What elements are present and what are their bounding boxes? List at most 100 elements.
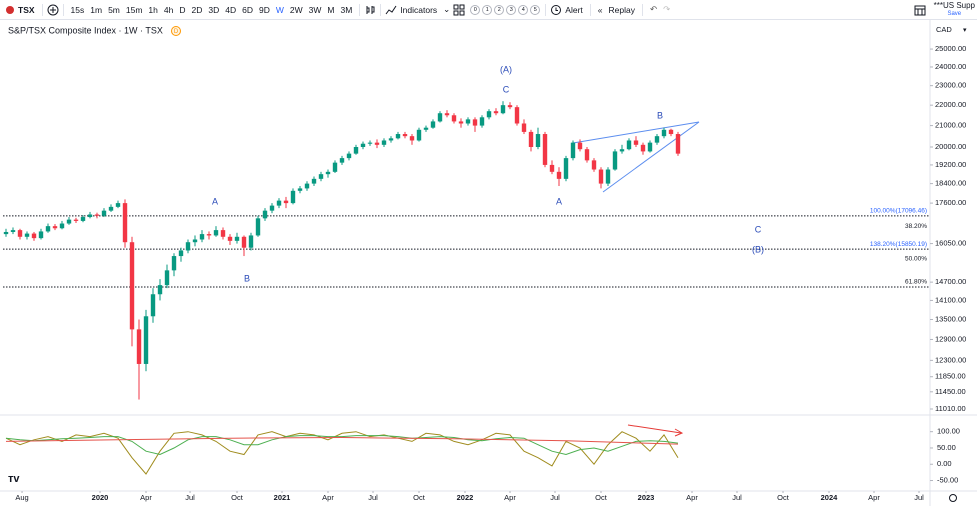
candle-body (122, 203, 128, 243)
y-tick-label: 23000.00 (935, 81, 966, 90)
account-name[interactable]: ***US Supp (933, 0, 975, 10)
candle-body (227, 236, 233, 241)
interval-button[interactable]: 2D (191, 4, 203, 15)
candle-body (479, 117, 485, 126)
layout-button[interactable]: 0 (470, 4, 481, 15)
candle-body (59, 223, 65, 229)
candle-body (591, 160, 597, 170)
y-tick-label: 16050.00 (935, 239, 966, 248)
interval-button[interactable]: M (327, 4, 335, 15)
interval-button[interactable]: W (275, 4, 284, 15)
interval-button[interactable]: 9D (259, 4, 270, 15)
interval-button[interactable]: 3D (208, 4, 220, 15)
y-tick-label: 22000.00 (935, 100, 966, 109)
calendar[interactable] (914, 4, 926, 16)
dropdown-caret[interactable]: ⌄ (443, 4, 451, 14)
y-tick-label: 12900.00 (935, 334, 966, 343)
layout-button[interactable]: 4 (518, 4, 529, 15)
interval-button[interactable]: 15s (70, 4, 85, 15)
candle-body (409, 136, 415, 141)
currency-caret[interactable]: ▾ (963, 27, 967, 34)
layout-button[interactable]: 5 (530, 4, 541, 15)
x-tick-label: Oct (231, 493, 244, 502)
chart-type[interactable] (364, 4, 376, 16)
candle-body (3, 231, 9, 235)
save-button[interactable]: Save (947, 10, 962, 17)
interval-button[interactable]: D (179, 4, 186, 15)
y-tick-label: 24000.00 (935, 62, 966, 71)
x-tick-label: Jul (368, 493, 378, 502)
interval-button[interactable]: 15m (125, 4, 143, 15)
x-tick-label: Apr (504, 493, 516, 502)
x-tick-label: 2021 (274, 493, 291, 502)
candle-body (199, 234, 205, 240)
candle-body (164, 270, 170, 286)
separator (62, 3, 64, 16)
candle-body (73, 219, 79, 221)
level-label: 50.00% (905, 256, 927, 263)
candle-body (542, 134, 548, 165)
interval-button[interactable]: 1h (148, 4, 158, 15)
candle-body (563, 158, 569, 179)
add-symbol[interactable] (47, 4, 59, 16)
candle-body (605, 169, 611, 184)
x-tick-label: 2020 (92, 493, 109, 502)
symbol[interactable]: TSX (18, 4, 35, 15)
candle-body (339, 158, 345, 163)
candle-body (136, 329, 142, 364)
candle-body (367, 142, 373, 144)
replay-button[interactable]: Replay (608, 4, 635, 15)
wave-label: A (212, 196, 218, 206)
candle-body (577, 142, 583, 150)
alert-button[interactable]: Alert (565, 4, 583, 15)
legend-title: S&P/TSX Composite Index · 1W · TSX (8, 25, 163, 35)
candle-body (423, 127, 429, 130)
layout-button[interactable]: 1 (482, 4, 493, 15)
indicators-icon (385, 5, 397, 14)
candle-body (290, 190, 296, 204)
candle-body (444, 113, 450, 116)
candle-body (108, 206, 114, 211)
interval-button[interactable]: 4D (225, 4, 237, 15)
candle-body (493, 111, 499, 114)
currency[interactable]: CAD (936, 25, 952, 34)
y-tick-label: 13500.00 (935, 314, 966, 323)
wave-label: B (657, 110, 663, 120)
interval-button[interactable]: 1m (90, 4, 103, 15)
candle-body (10, 230, 16, 232)
indicators-button[interactable]: Indicators (400, 4, 438, 15)
wave-label: C (755, 224, 762, 234)
candle-body (374, 142, 380, 145)
indicator-line (5, 436, 679, 445)
settings[interactable] (949, 494, 957, 502)
y-tick-label: 12300.00 (935, 355, 966, 364)
indicator-tick-label: 0.00 (937, 459, 952, 468)
interval-button[interactable]: 6D (242, 4, 253, 15)
redo[interactable]: ↷ (663, 4, 671, 14)
interval-button[interactable]: 3W (308, 4, 322, 15)
interval-button[interactable]: 3M (340, 4, 353, 15)
y-tick-label: 19200.00 (935, 160, 966, 169)
candle-body (241, 236, 247, 248)
candle-body (514, 107, 520, 124)
candle-body (675, 134, 681, 154)
layout-button[interactable]: 2 (494, 4, 505, 15)
candle-body (521, 123, 527, 132)
settings-icon[interactable] (949, 494, 957, 502)
undo[interactable]: ↶ (649, 4, 658, 14)
candle-body (185, 242, 191, 251)
interval-button[interactable]: 2W (289, 4, 303, 15)
interval-button[interactable]: 5m (108, 4, 120, 15)
candle-body (500, 105, 506, 114)
candle-body (381, 140, 387, 145)
candle-body (129, 242, 135, 330)
interval-button[interactable]: 4h (163, 4, 174, 15)
x-tick-label: 2022 (457, 493, 474, 502)
candle-body (143, 316, 149, 364)
candle-body (437, 113, 443, 122)
layout-button[interactable]: 3 (506, 4, 517, 15)
templates[interactable] (453, 4, 465, 16)
candle-body (52, 226, 58, 229)
candle-body (486, 111, 492, 118)
